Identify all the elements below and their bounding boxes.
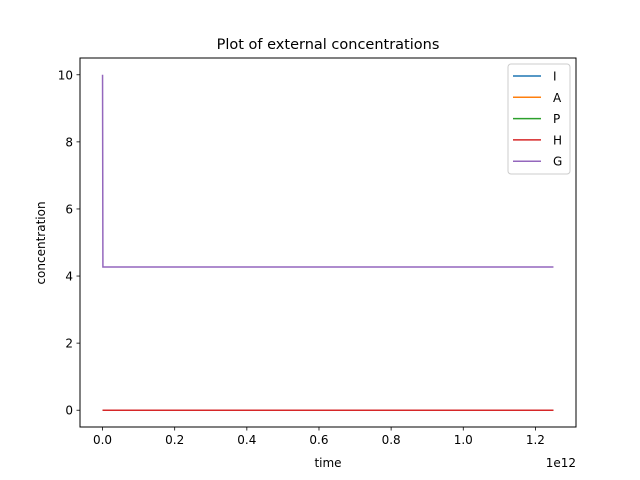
y-tick-label: 6 [65,202,73,216]
x-tick-label: 1.0 [454,433,473,447]
x-tick-label: 1.2 [526,433,545,447]
legend-label-a: A [553,91,562,105]
x-tick-label: 0.2 [165,433,184,447]
legend-label-i: I [553,70,557,84]
legend-label-g: G [553,155,562,169]
series-line-g [101,74,554,268]
plot-area: 0.0 0.2 0.4 0.6 0.8 1.0 1.2 0 2 4 6 8 10 [58,57,577,447]
axes-frame [79,57,577,428]
y-tick-label: 10 [58,68,73,82]
x-axis-label: time [314,456,341,470]
y-tick-label: 2 [65,337,73,351]
y-axis-label: concentration [34,201,48,284]
x-axis-ticks: 0.0 0.2 0.4 0.6 0.8 1.0 1.2 [93,427,545,447]
x-tick-label: 0.8 [382,433,401,447]
y-tick-label: 8 [65,135,73,149]
series-layer [101,74,554,411]
y-axis-ticks: 0 2 4 6 8 10 [58,68,80,418]
y-tick-label: 0 [65,404,73,418]
x-tick-label: 0.4 [237,433,256,447]
x-tick-label: 0.0 [93,433,112,447]
x-axis-offset-label: 1e12 [546,456,576,470]
chart-title: Plot of external concentrations [217,37,440,53]
y-tick-label: 4 [65,270,73,284]
legend-label-h: H [553,133,562,147]
legend-label-p: P [553,112,560,126]
x-tick-label: 0.6 [309,433,328,447]
